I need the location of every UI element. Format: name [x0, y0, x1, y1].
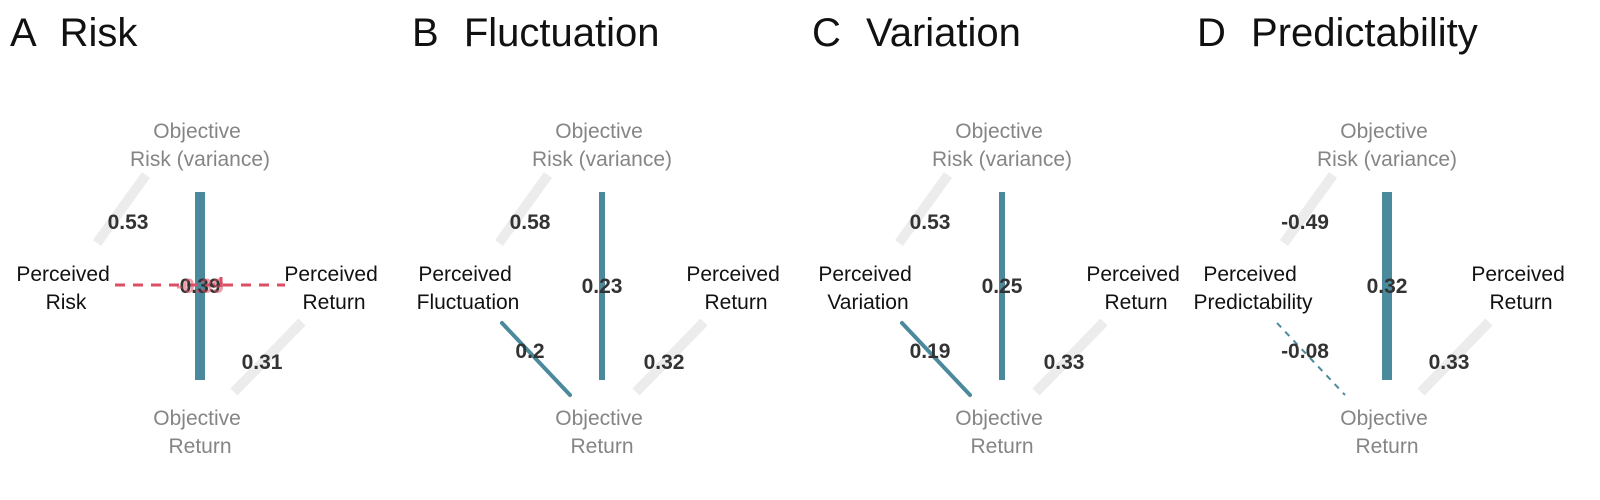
- node-line: Objective: [153, 120, 241, 143]
- panel-d-edge-perceived-objreturn: [1276, 322, 1346, 396]
- panel-d-node-objective-risk: Objective Risk (variance): [1317, 120, 1457, 171]
- panel-b-edge-label-objrisk-perceived: 0.58: [510, 211, 551, 234]
- node-line: Perceived: [1086, 263, 1179, 286]
- panel-a-letter: A: [10, 11, 37, 55]
- panel-b: B Fluctuation Objective Risk (variance) …: [412, 11, 785, 458]
- panel-d-edge-objreturn-perceived-return: [1417, 318, 1493, 396]
- node-line: Objective: [955, 407, 1043, 430]
- node-line: Return: [1355, 435, 1418, 458]
- panel-b-node-perceived-left: Perceived Fluctuation: [417, 263, 520, 314]
- panel-b-edge-objrisk-perceived: [494, 172, 553, 246]
- panel-a-node-objective-return: Objective Return: [153, 407, 246, 458]
- node-line: Risk (variance): [1317, 148, 1457, 171]
- panel-d-edge-objrisk-perceived: [1279, 172, 1338, 246]
- panel-a: A Risk Objective Risk (variance) Perceiv…: [10, 11, 383, 458]
- panel-a-edge-objreturn-perceived-return: [230, 318, 306, 396]
- node-line: Objective: [1340, 120, 1428, 143]
- panel-a-name: Risk: [60, 11, 139, 55]
- node-line: Return: [704, 291, 767, 314]
- panel-a-edge-label-objrisk-perceived: 0.53: [108, 211, 149, 234]
- node-line: Objective: [153, 407, 241, 430]
- node-line: Objective: [555, 120, 643, 143]
- panel-c-node-objective-risk: Objective Risk (variance): [932, 120, 1072, 171]
- panel-c-edge-label-objreturn-perceived-return: 0.33: [1044, 351, 1085, 374]
- node-line: Objective: [955, 120, 1043, 143]
- panel-c-edge-label-objrisk-objreturn: 0.25: [982, 275, 1023, 298]
- panel-c-title: C Variation: [812, 11, 1021, 55]
- node-line: Return: [1104, 291, 1167, 314]
- node-line: Risk: [46, 291, 87, 314]
- panel-a-title: A Risk: [10, 11, 138, 55]
- panel-d-edge-label-objrisk-perceived: -0.49: [1281, 211, 1329, 234]
- node-line: Predictability: [1193, 291, 1313, 314]
- panel-d-edge-label-objrisk-objreturn: 0.32: [1367, 275, 1408, 298]
- panel-c-edge-perceived-objreturn: [900, 321, 972, 397]
- panel-a-node-objective-risk: Objective Risk (variance): [130, 120, 270, 171]
- panel-b-edge-label-objrisk-objreturn: 0.23: [582, 275, 623, 298]
- panel-d-edge-label-objreturn-perceived-return: 0.33: [1429, 351, 1470, 374]
- node-line: Variation: [827, 291, 908, 314]
- panel-b-edge-objreturn-perceived-return: [632, 318, 708, 396]
- panel-d-edge-label-perceived-objreturn: -0.08: [1281, 340, 1329, 363]
- node-line: Objective: [555, 407, 643, 430]
- node-line: Perceived: [284, 263, 377, 286]
- node-line: Perceived: [1203, 263, 1296, 286]
- node-line: Fluctuation: [417, 291, 520, 314]
- panel-d-node-perceived-left: Perceived Predictability: [1193, 263, 1313, 314]
- panel-b-edge-label-perceived-objreturn: 0.2: [515, 340, 544, 363]
- panel-b-edge-perceived-objreturn: [500, 321, 572, 397]
- node-line: Perceived: [418, 263, 511, 286]
- panel-b-node-objective-risk: Objective Risk (variance): [532, 120, 672, 171]
- panel-c-edge-label-perceived-objreturn: 0.19: [910, 340, 951, 363]
- panel-b-title: B Fluctuation: [412, 11, 659, 55]
- node-line: Risk (variance): [130, 148, 270, 171]
- panel-c-edge-label-objrisk-perceived: 0.53: [910, 211, 951, 234]
- panel-a-edge-label-perceived-perceived: -0.39: [176, 275, 224, 298]
- panel-c-edge-objrisk-perceived: [894, 172, 953, 246]
- panel-c-name: Variation: [866, 11, 1021, 55]
- node-line: Return: [168, 435, 231, 458]
- panel-c: C Variation Objective Risk (variance) Pe…: [812, 11, 1185, 458]
- node-line: Objective: [1340, 407, 1428, 430]
- panel-d-node-objective-return: Objective Return: [1340, 407, 1433, 458]
- node-line: Return: [1489, 291, 1552, 314]
- panel-a-edge-label-objreturn-perceived-return: 0.31: [242, 351, 283, 374]
- panel-b-name: Fluctuation: [464, 11, 660, 55]
- node-line: Perceived: [16, 263, 109, 286]
- panel-c-letter: C: [812, 11, 841, 55]
- node-line: Return: [570, 435, 633, 458]
- panel-d: D Predictability Objective Risk (varianc…: [1193, 11, 1570, 458]
- panel-a-node-perceived-left: Perceived Risk: [16, 263, 115, 314]
- panel-a-node-perceived-right: Perceived Return: [284, 263, 383, 314]
- panel-b-letter: B: [412, 11, 439, 55]
- panel-d-node-perceived-right: Perceived Return: [1471, 263, 1570, 314]
- panel-d-title: D Predictability: [1197, 11, 1478, 55]
- panel-c-node-perceived-right: Perceived Return: [1086, 263, 1185, 314]
- panel-a-edge-objrisk-perceived: [92, 172, 151, 246]
- panel-c-edge-objreturn-perceived-return: [1032, 318, 1108, 396]
- node-line: Return: [970, 435, 1033, 458]
- panel-c-node-objective-return: Objective Return: [955, 407, 1048, 458]
- panel-d-letter: D: [1197, 11, 1226, 55]
- panel-b-edge-label-objreturn-perceived-return: 0.32: [644, 351, 685, 374]
- node-line: Perceived: [818, 263, 911, 286]
- node-line: Perceived: [686, 263, 779, 286]
- panel-b-node-objective-return: Objective Return: [555, 407, 648, 458]
- panel-b-node-perceived-right: Perceived Return: [686, 263, 785, 314]
- node-line: Return: [302, 291, 365, 314]
- panel-c-node-perceived-left: Perceived Variation: [818, 263, 917, 314]
- node-line: Risk (variance): [532, 148, 672, 171]
- node-line: Perceived: [1471, 263, 1564, 286]
- node-line: Risk (variance): [932, 148, 1072, 171]
- panel-d-name: Predictability: [1251, 11, 1478, 55]
- panel-a-edge-label-objrisk-objreturn: 0.39: [180, 275, 221, 298]
